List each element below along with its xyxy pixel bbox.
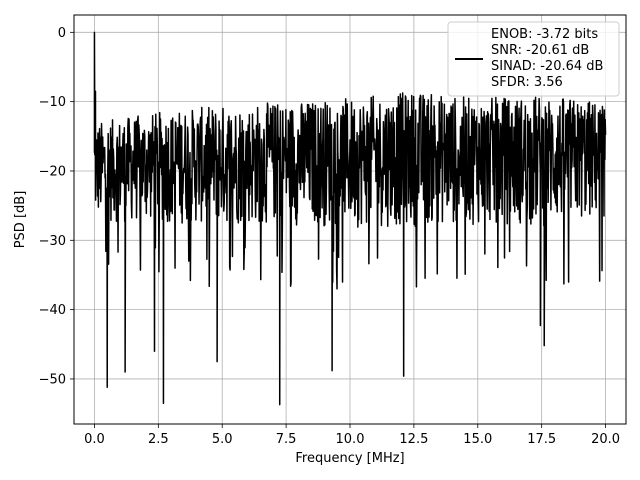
- psd-line: [93, 31, 607, 406]
- x-tick-label: 17.5: [527, 432, 556, 447]
- legend-sfdr: SFDR: 3.56: [491, 75, 563, 90]
- axis-ticks: 0.0 2.5 5.0 7.5 10.0 12.5 15.0 17.5 20.0 0 −10 −20 −…: [39, 26, 620, 447]
- x-tick-label: 2.5: [148, 432, 169, 447]
- y-tick-label: −40: [39, 303, 66, 318]
- x-tick-label: 12.5: [399, 432, 428, 447]
- y-tick-label: −10: [39, 95, 66, 110]
- x-tick-label: 7.5: [276, 432, 297, 447]
- legend-box: [447, 21, 620, 97]
- legend-enob: ENOB: -3.72 bits: [491, 27, 598, 42]
- x-tick-label: 20.0: [591, 432, 620, 447]
- y-tick-label: −50: [39, 372, 66, 387]
- psd-series: [93, 31, 607, 406]
- y-tick-label: −20: [39, 164, 66, 179]
- y-axis-label: PSD [dB]: [13, 191, 28, 249]
- x-axis-label: Frequency [MHz]: [295, 451, 404, 466]
- y-tick-label: −30: [39, 234, 66, 249]
- legend-sinad: SINAD: -20.64 dB: [491, 59, 603, 74]
- x-tick-label: 5.0: [212, 432, 233, 447]
- x-tick-label: 0.0: [84, 432, 105, 447]
- y-tick-label: 0: [58, 26, 66, 41]
- legend-snr: SNR: -20.61 dB: [491, 43, 589, 58]
- x-tick-label: 15.0: [463, 432, 492, 447]
- x-tick-label: 10.0: [336, 432, 365, 447]
- legend: ENOB: -3.72 bits SNR: -20.61 dB SINAD: -…: [447, 21, 620, 97]
